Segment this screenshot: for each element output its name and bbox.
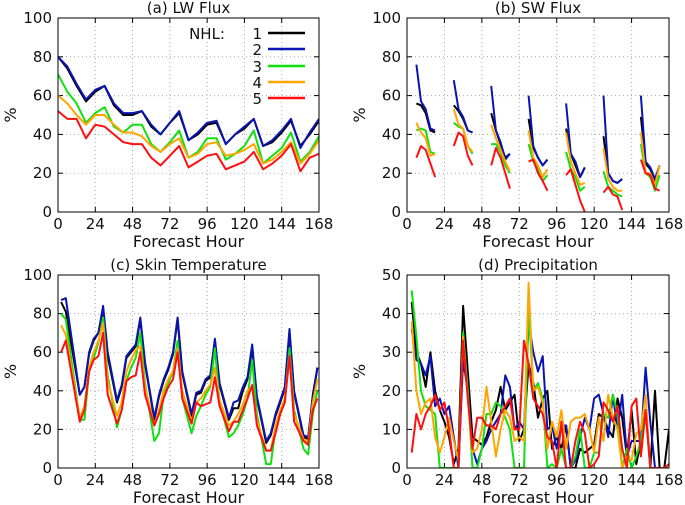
x-tick-label: 48 (123, 471, 142, 489)
x-tick-label: 120 (580, 471, 609, 489)
y-tick-label: 40 (382, 305, 401, 323)
series-line-nhl-2 (415, 64, 661, 184)
panel-title: (d) Precipitation (478, 256, 598, 274)
series-line-nhl-5 (58, 110, 319, 173)
panel-title: (c) Skin Temperature (110, 256, 266, 274)
y-tick-label: 20 (382, 382, 401, 400)
x-tick-label: 72 (160, 471, 179, 489)
y-tick-label: 80 (33, 48, 52, 66)
y-tick-label: 80 (33, 305, 52, 323)
series-line-nhl-4 (410, 281, 669, 468)
y-tick-label: 50 (382, 266, 401, 284)
series-line-nhl-2 (60, 297, 319, 442)
series-line-nhl-5 (410, 339, 669, 468)
y-tick-label: 80 (382, 48, 401, 66)
y-tick-label: 10 (382, 420, 401, 438)
x-tick-label: 24 (86, 471, 105, 489)
plot-frame (57, 17, 320, 213)
legend-label: 4 (252, 74, 262, 92)
x-tick-label: 24 (435, 471, 454, 489)
legend-label: 1 (252, 25, 262, 43)
x-tick-label: 96 (198, 215, 217, 233)
y-tick-label: 30 (382, 343, 401, 361)
x-tick-label: 144 (617, 471, 646, 489)
x-tick-label: 72 (510, 215, 529, 233)
x-tick-label: 96 (547, 471, 566, 489)
x-axis-label: Forecast Hour (133, 232, 245, 251)
x-axis-label: Forecast Hour (133, 488, 245, 505)
x-tick-label: 168 (305, 471, 334, 489)
x-tick-label: 168 (655, 215, 684, 233)
y-axis-label: % (1, 364, 20, 379)
y-tick-label: 100 (23, 9, 52, 27)
x-tick-label: 96 (198, 471, 217, 489)
legend-title: NHL: (189, 25, 225, 43)
y-tick-label: 0 (42, 459, 52, 477)
x-tick-label: 24 (86, 215, 105, 233)
plot-frame (57, 274, 320, 469)
x-tick-label: 120 (230, 215, 259, 233)
y-tick-label: 40 (33, 382, 52, 400)
series-line-nhl-3 (58, 73, 319, 165)
x-axis-label: Forecast Hour (482, 488, 594, 505)
x-tick-label: 48 (123, 215, 142, 233)
x-tick-label: 144 (267, 215, 296, 233)
x-tick-label: 120 (230, 471, 259, 489)
series-line-nhl-5 (415, 131, 660, 212)
y-tick-label: 0 (42, 203, 52, 221)
panel-4: 0 24 48 72 96 120 144 168 0 10 20 30 40 50 (d) Precipi… (350, 256, 683, 505)
y-tick-label: 100 (372, 9, 401, 27)
x-tick-label: 24 (435, 215, 454, 233)
y-tick-label: 20 (33, 420, 52, 438)
series-line-nhl-4 (60, 322, 319, 452)
y-axis-label: % (1, 107, 20, 122)
x-tick-label: 0 (53, 471, 63, 489)
y-tick-label: 40 (382, 125, 401, 143)
panel-3: 0 24 48 72 96 120 144 168 0 20 40 60 80 100 (c) Skin T… (1, 256, 333, 505)
y-tick-label: 0 (391, 203, 401, 221)
x-tick-label: 48 (472, 215, 491, 233)
y-tick-label: 40 (33, 125, 52, 143)
plot-frame (406, 274, 670, 469)
y-tick-label: 100 (23, 266, 52, 284)
series-line-nhl-3 (410, 290, 669, 468)
series-line-nhl-2 (58, 56, 319, 149)
x-tick-label: 72 (510, 471, 529, 489)
x-tick-label: 168 (655, 471, 684, 489)
plot-frame (406, 17, 670, 213)
series-line-nhl-5 (60, 331, 319, 452)
series-line-nhl-3 (416, 122, 661, 198)
y-tick-label: 20 (382, 164, 401, 182)
x-tick-label: 144 (267, 471, 296, 489)
x-tick-label: 168 (305, 215, 334, 233)
panel-title: (a) LW Flux (147, 0, 231, 17)
panel-2: 0 24 48 72 96 120 144 168 0 20 40 60 80 100 (b) SW Flu… (350, 0, 683, 251)
legend-label: 3 (252, 58, 262, 76)
x-tick-label: 72 (160, 215, 179, 233)
x-tick-label: 0 (53, 215, 63, 233)
y-axis-label: % (350, 364, 369, 379)
x-tick-label: 0 (402, 471, 412, 489)
x-tick-label: 144 (617, 215, 646, 233)
x-tick-label: 96 (547, 215, 566, 233)
series-line-nhl-4 (415, 108, 661, 192)
y-tick-label: 60 (33, 343, 52, 361)
x-axis-label: Forecast Hour (482, 232, 594, 251)
x-tick-label: 48 (472, 471, 491, 489)
y-tick-label: 60 (382, 87, 401, 105)
y-axis-label: % (350, 107, 369, 122)
series-line-nhl-4 (58, 94, 319, 165)
y-tick-label: 20 (33, 164, 52, 182)
legend-label: 5 (252, 90, 262, 108)
legend-label: 2 (252, 41, 262, 59)
x-tick-label: 120 (580, 215, 609, 233)
y-tick-label: 60 (33, 87, 52, 105)
panel-title: (b) SW Flux (495, 0, 581, 17)
y-tick-label: 0 (391, 459, 401, 477)
x-tick-label: 0 (402, 215, 412, 233)
